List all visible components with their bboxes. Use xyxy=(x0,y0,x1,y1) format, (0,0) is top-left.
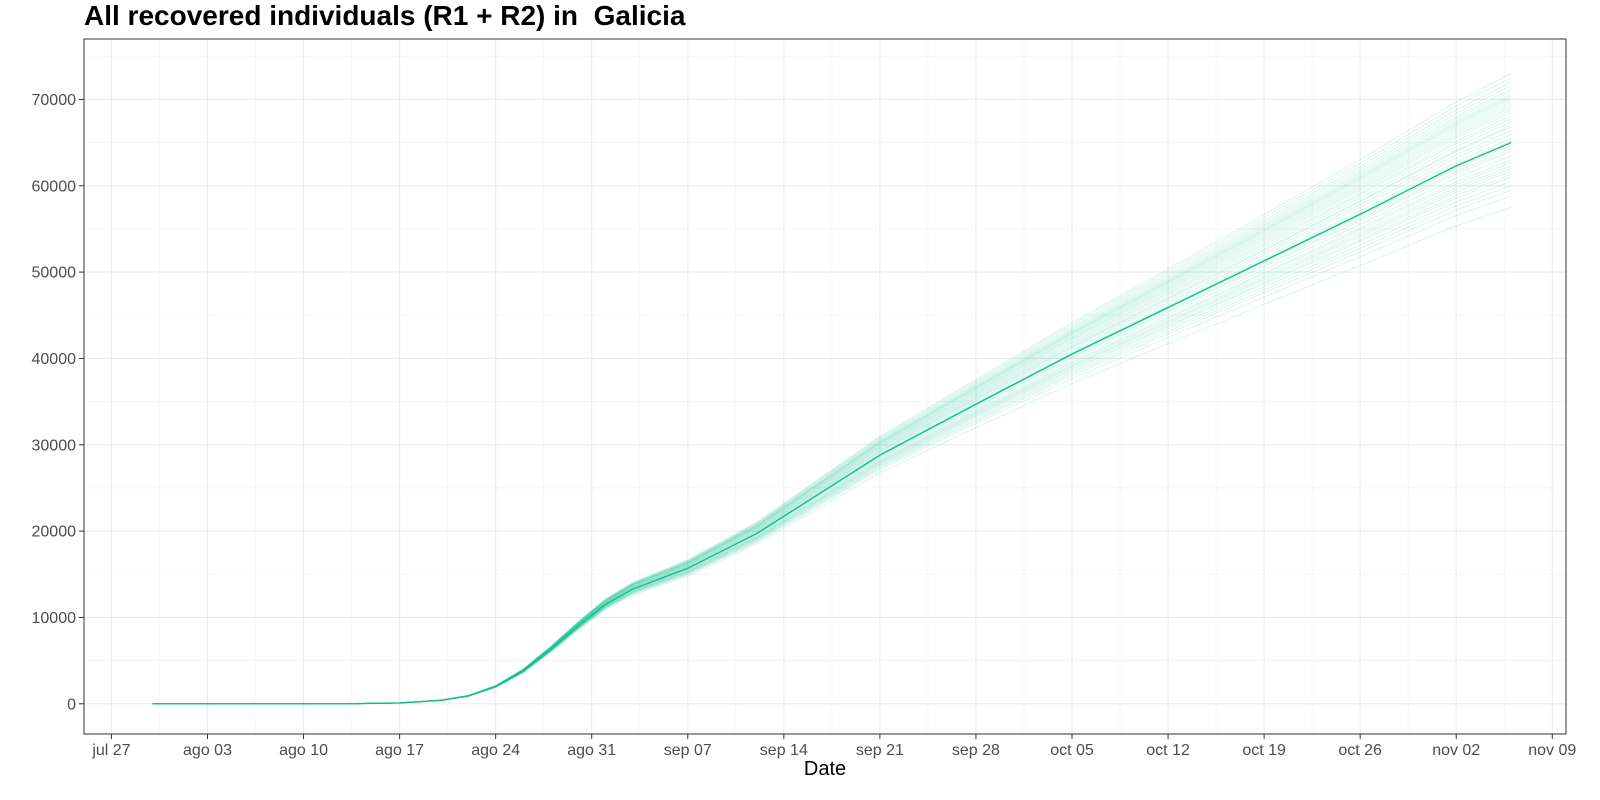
x-tick-label: nov 02 xyxy=(1432,742,1480,759)
y-tick-label: 50000 xyxy=(32,265,77,282)
x-tick-label: oct 05 xyxy=(1050,742,1094,759)
main-series-line-group xyxy=(152,141,1512,705)
x-tick-label: sep 28 xyxy=(952,742,1000,759)
x-tick-label: sep 07 xyxy=(664,742,712,759)
x-tick-label: ago 31 xyxy=(567,742,616,759)
minor-gridlines xyxy=(84,39,1566,734)
x-axis-title: Date xyxy=(804,758,846,780)
x-tick-label: sep 14 xyxy=(760,742,808,759)
x-tick-label: jul 27 xyxy=(91,742,130,759)
y-tick-label: 40000 xyxy=(32,351,77,368)
x-tick-label: sep 21 xyxy=(856,742,904,759)
chart-title: All recovered individuals (R1 + R2) in G… xyxy=(84,0,686,31)
panel-border xyxy=(83,38,1567,735)
x-tick-label: oct 19 xyxy=(1242,742,1286,759)
y-tick-label: 30000 xyxy=(32,437,77,454)
x-tick-label: ago 24 xyxy=(471,742,520,759)
y-tick-label: 0 xyxy=(67,696,76,713)
x-tick-label: oct 12 xyxy=(1146,742,1190,759)
x-tick-label: ago 10 xyxy=(279,742,328,759)
y-tick-label: 70000 xyxy=(32,92,77,109)
x-axis: jul 27 ago 03 ago 10 ago 17 ago 24 ago 31 sep … xyxy=(91,734,1576,759)
y-tick-label: 60000 xyxy=(32,178,77,195)
y-axis: 0 10000 20000 30000 40000 50000 60000 70000 xyxy=(32,92,84,713)
y-tick-label: 20000 xyxy=(32,524,77,541)
x-tick-label: ago 17 xyxy=(375,742,424,759)
x-tick-label: ago 03 xyxy=(183,742,232,759)
main-series-line xyxy=(152,141,1512,705)
major-gridlines xyxy=(84,39,1566,734)
x-tick-label: oct 26 xyxy=(1338,742,1382,759)
y-tick-label: 10000 xyxy=(32,610,77,627)
x-tick-label: nov 09 xyxy=(1528,742,1576,759)
